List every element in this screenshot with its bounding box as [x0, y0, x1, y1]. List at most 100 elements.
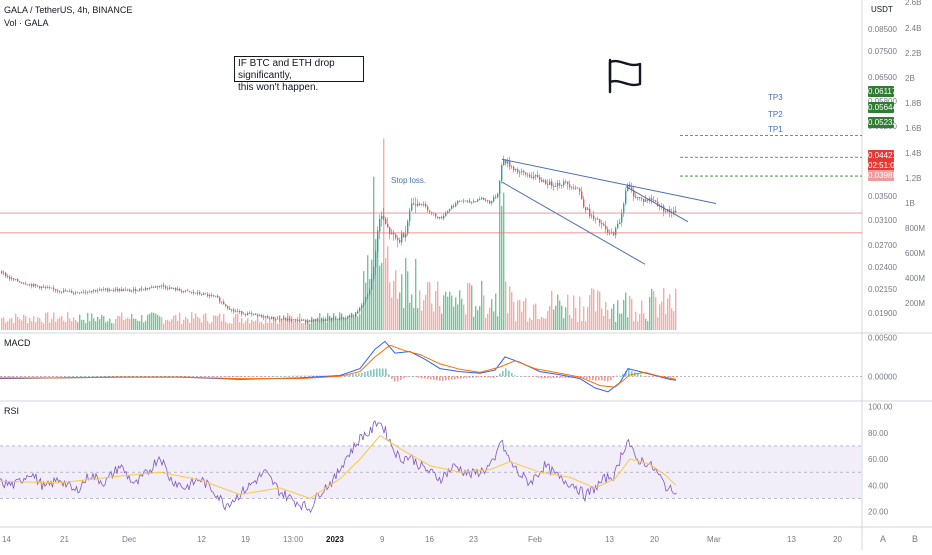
volume-bar: [283, 315, 285, 330]
volume-bar: [559, 300, 561, 330]
volume-bar: [665, 313, 667, 330]
macd-histogram-bar: [364, 371, 366, 377]
macd-histogram-bar: [13, 376, 15, 377]
volume-bar: [465, 314, 467, 330]
candle-body: [431, 211, 433, 213]
volume-bar: [59, 317, 61, 330]
macd-histogram-bar: [652, 376, 654, 377]
candle-body: [287, 318, 289, 321]
candle-body: [289, 318, 291, 321]
volume-bar: [123, 320, 125, 330]
candle-body: [407, 221, 409, 234]
candle-body: [295, 319, 297, 321]
volume-bar: [161, 317, 163, 330]
candle-body: [375, 251, 377, 268]
volume-bar: [249, 323, 251, 330]
volume-bar: [375, 239, 377, 330]
volume-bar: [593, 289, 595, 330]
macd-histogram-bar: [148, 376, 150, 377]
candle-body: [557, 183, 559, 187]
candle-body: [413, 203, 415, 205]
candle-body: [601, 223, 603, 225]
candle-body: [315, 319, 317, 322]
macd-histogram-bar: [586, 376, 588, 380]
macd-histogram-bar: [385, 368, 387, 377]
candle-body: [197, 292, 199, 294]
volume-bar: [257, 314, 259, 330]
volume-bar: [137, 320, 139, 330]
macd-histogram-bar: [58, 376, 60, 377]
candle-body: [185, 290, 187, 292]
candle-body: [639, 196, 641, 199]
volume-bar: [403, 308, 405, 330]
macd-histogram-bar: [646, 376, 648, 377]
flag-cloth: [608, 59, 642, 87]
auto-scale-button[interactable]: A: [880, 534, 887, 544]
volume-bar: [53, 312, 55, 330]
macd-histogram-bar: [457, 376, 459, 379]
candle-body: [359, 307, 361, 312]
volume-bar: [497, 316, 499, 330]
macd-histogram-bar: [379, 368, 381, 377]
candle-body: [507, 161, 509, 164]
volume-bar: [625, 292, 627, 330]
macd-histogram-bar: [136, 376, 138, 377]
macd-histogram-bar: [28, 376, 30, 377]
volume-bar: [85, 323, 87, 330]
candle-body: [147, 288, 149, 289]
candle-body: [399, 239, 401, 243]
candle-body: [279, 318, 281, 320]
volume-bar: [135, 318, 137, 330]
volume-bar: [239, 322, 241, 330]
volume-bar: [573, 295, 575, 330]
macd-histogram-bar: [478, 376, 480, 378]
candle-body: [437, 216, 439, 219]
volume-bar: [615, 321, 617, 330]
volume-bar: [143, 322, 145, 330]
candle-body: [377, 231, 379, 252]
tp1-label: TP1: [768, 125, 783, 134]
price-axis-tick: 0.05800: [868, 97, 897, 106]
candle-body: [61, 291, 63, 293]
volume-bar: [549, 305, 551, 330]
candle-body: [669, 209, 671, 213]
volume-bar: [167, 319, 169, 330]
candle-body: [497, 193, 499, 198]
macd-histogram-bar: [226, 376, 228, 377]
volume-bar: [281, 318, 283, 330]
volume-bar: [493, 311, 495, 330]
candle-body: [515, 169, 517, 171]
candle-body: [19, 281, 21, 283]
volume-bar: [297, 323, 299, 330]
candle-body: [445, 213, 447, 217]
volume-bar: [621, 313, 623, 330]
volume-bar: [521, 311, 523, 330]
volume-bar: [193, 318, 195, 330]
candle-body: [89, 291, 91, 293]
volume-bar: [541, 316, 543, 330]
macd-histogram-bar: [559, 376, 561, 378]
macd-histogram-bar: [7, 376, 9, 377]
macd-histogram-bar: [16, 376, 18, 377]
macd-histogram-bar: [10, 376, 12, 377]
volume-axis-tick: 600M: [905, 249, 925, 258]
volume-bar: [43, 323, 45, 330]
candle-body: [127, 289, 129, 291]
candle-body: [383, 215, 385, 219]
candle-body: [569, 184, 571, 188]
volume-bar: [19, 319, 21, 330]
candle-body: [411, 203, 413, 211]
macd-histogram-bar: [124, 376, 126, 377]
candle-body: [389, 227, 391, 235]
candle-body: [555, 186, 557, 187]
candle-body: [241, 311, 243, 315]
macd-histogram-bar: [310, 375, 312, 377]
candle-body: [513, 166, 515, 171]
price-axis-tick: 0.01900: [868, 309, 897, 318]
candle-body: [169, 287, 171, 289]
volume-bar: [435, 291, 437, 330]
volume-bar: [217, 316, 219, 330]
candle-body: [299, 320, 301, 322]
candle-body: [495, 197, 497, 198]
